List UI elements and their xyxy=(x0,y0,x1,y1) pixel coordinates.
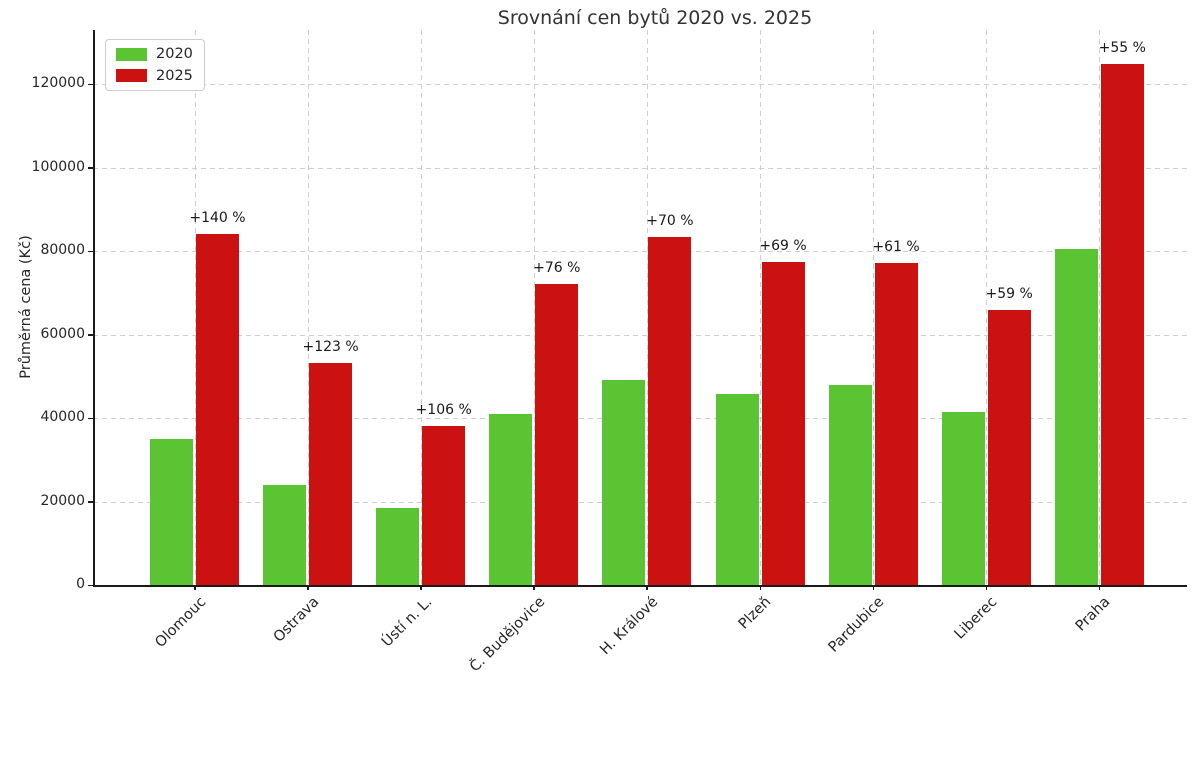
growth-annotation: +55 % xyxy=(1098,39,1146,56)
y-tick-mark xyxy=(88,250,93,253)
y-tick-mark xyxy=(88,584,93,586)
gridline-v xyxy=(194,30,196,585)
gridline-v xyxy=(307,30,309,585)
growth-annotation: +70 % xyxy=(646,212,694,229)
x-tick-mark xyxy=(307,585,309,590)
bar-2020-Olomouc xyxy=(150,438,193,585)
y-tick-mark xyxy=(88,501,93,503)
bar-2025-Č. Budějovice xyxy=(535,283,579,585)
growth-annotation: +123 % xyxy=(302,338,359,355)
gridline-v xyxy=(533,30,535,585)
gridline-h xyxy=(93,84,1187,86)
x-tick-mark xyxy=(194,585,196,590)
bar-2025-H. Králové xyxy=(648,236,692,585)
bar-2020-Plzeň xyxy=(715,393,759,585)
bar-2020-Pardubice xyxy=(828,385,872,585)
y-tick-label: 20000 xyxy=(40,492,85,509)
bar-2025-Olomouc xyxy=(196,234,239,585)
legend-item-2025: 2025 xyxy=(116,67,193,84)
gridline-v xyxy=(760,30,761,585)
y-tick-label: 100000 xyxy=(31,158,85,175)
chart-title: Srovnání cen bytů 2020 vs. 2025 xyxy=(497,7,813,29)
x-tick-mark xyxy=(1098,585,1101,590)
bar-2020-H. Králové xyxy=(602,380,646,585)
x-tick-mark xyxy=(420,585,422,590)
y-tick-mark xyxy=(88,83,93,86)
y-tick-mark xyxy=(88,167,93,169)
bar-2020-Praha xyxy=(1054,248,1098,585)
x-tick-mark xyxy=(646,585,648,590)
growth-annotation: +61 % xyxy=(872,239,920,256)
bar-2025-Ústí n. L. xyxy=(422,426,466,585)
legend: 2020 2025 xyxy=(105,39,205,91)
gridline-v xyxy=(1099,30,1101,585)
gridline-h xyxy=(93,334,1187,336)
legend-swatch-2020-icon xyxy=(116,47,147,61)
bar-chart: Srovnání cen bytů 2020 vs. 2025 Průměrná… xyxy=(18,7,1187,675)
bar-2025-Plzeň xyxy=(761,262,805,585)
bar-2025-Praha xyxy=(1100,63,1144,585)
legend-label-2025: 2025 xyxy=(156,67,193,84)
growth-annotation: +106 % xyxy=(415,402,472,418)
bar-2020-Č. Budějovice xyxy=(489,413,533,585)
gridline-v xyxy=(873,30,875,585)
y-tick-label: 60000 xyxy=(40,325,85,342)
x-axis-spine xyxy=(93,585,1187,587)
x-tick-mark xyxy=(533,585,535,590)
y-axis-spine xyxy=(93,30,95,586)
gridline-h xyxy=(93,251,1187,253)
x-tick-mark xyxy=(759,585,761,590)
gridline-v xyxy=(420,30,422,585)
y-tick-label: 120000 xyxy=(31,75,85,92)
growth-annotation: +76 % xyxy=(533,259,581,276)
plot-area: 0 20000 40000 60000 80000 100000 120000 Olomouc… xyxy=(31,30,1187,675)
bar-2025-Ostrava xyxy=(309,362,353,585)
x-tick-mark xyxy=(872,585,875,590)
y-tick-label: 80000 xyxy=(40,242,85,259)
legend-label-2020: 2020 xyxy=(156,46,193,62)
x-tick-mark xyxy=(985,585,988,590)
y-tick-mark xyxy=(88,417,93,420)
y-tick-mark xyxy=(88,334,93,336)
gridline-h xyxy=(93,167,1187,169)
growth-annotation: +59 % xyxy=(985,285,1033,302)
growth-annotation: +140 % xyxy=(189,210,246,227)
growth-annotation: +69 % xyxy=(759,238,807,254)
bar-2020-Liberec xyxy=(941,411,985,585)
legend-swatch-2025-icon xyxy=(116,69,147,83)
y-tick-label: 40000 xyxy=(40,409,85,426)
gridline-v xyxy=(646,30,648,585)
bar-2020-Ústí n. L. xyxy=(376,507,420,585)
bar-2025-Pardubice xyxy=(874,263,918,585)
bar-2020-Ostrava xyxy=(263,485,307,585)
legend-item-2020: 2020 xyxy=(116,47,193,62)
y-tick-label: 0 xyxy=(76,576,85,592)
gridline-v xyxy=(986,30,988,585)
bar-2025-Liberec xyxy=(987,309,1031,585)
